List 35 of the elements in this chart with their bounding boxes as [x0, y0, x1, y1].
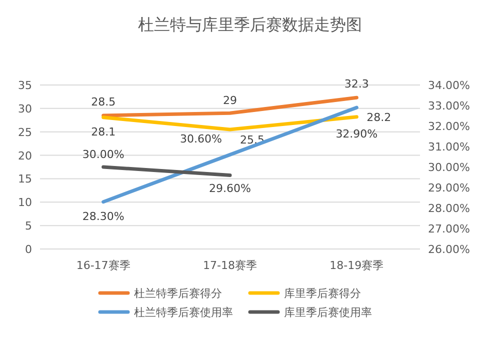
y2-tick-label: 32.00% [428, 120, 470, 133]
legend-label: 杜兰特季后赛使用率 [134, 306, 233, 319]
legend-label: 库里季后赛得分 [284, 287, 361, 300]
y-tick-label: 25 [18, 126, 32, 139]
data-label: 28.5 [91, 95, 116, 108]
data-label: 32.90% [336, 128, 378, 141]
legend-label: 杜兰特季后赛得分 [134, 287, 222, 300]
data-label: 28.2 [366, 110, 392, 124]
y-tick-label: 5 [25, 220, 32, 233]
y2-tick-label: 30.00% [428, 161, 470, 174]
data-label: 32.3 [344, 78, 369, 91]
chart-title: 杜兰特与库里季后赛数据走势图 [138, 15, 362, 34]
y2-tick-label: 27.00% [428, 222, 470, 236]
y-tick-label: 15 [18, 172, 32, 186]
y2-tick-label: 34.00% [428, 79, 470, 92]
y2-tick-label: 33.00% [428, 100, 470, 112]
y-tick-label: 10 [18, 196, 32, 210]
data-label: 30.00% [82, 148, 124, 161]
data-label: 30.60% [180, 132, 222, 146]
x-tick-label: 16-17赛季 [76, 259, 130, 272]
y-tick-label: 0 [25, 243, 32, 256]
y-tick-label: 30 [18, 102, 32, 116]
y2-tick-label: 31.00% [428, 140, 470, 154]
x-tick-label: 17-18赛季 [203, 259, 257, 272]
legend-label: 库里季后赛使用率 [284, 306, 372, 319]
y-tick-label: 35 [18, 79, 32, 92]
y2-tick-label: 29.00% [428, 182, 470, 194]
data-label: 28.1 [91, 125, 116, 138]
y2-tick-label: 26.00% [428, 243, 470, 256]
data-label: 29 [223, 94, 237, 108]
data-label: 29.60% [209, 182, 251, 196]
y-tick-label: 20 [18, 149, 32, 162]
x-tick-label: 18-19赛季 [330, 259, 384, 272]
data-label: 28.30% [82, 210, 124, 223]
y2-tick-label: 28.00% [428, 202, 470, 215]
